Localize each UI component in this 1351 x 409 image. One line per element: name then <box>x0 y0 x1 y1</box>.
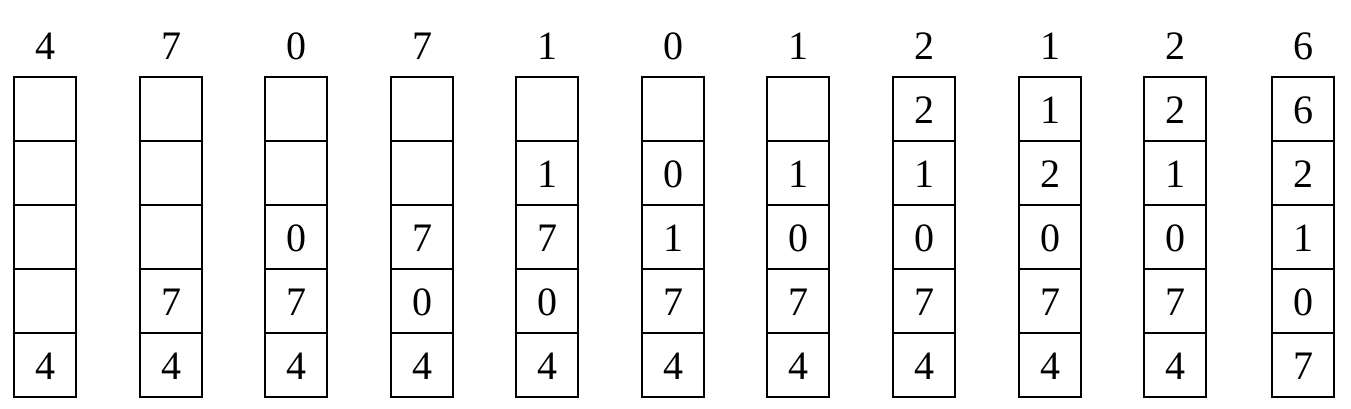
reference-label: 7 <box>161 23 181 68</box>
reference-label: 1 <box>1040 23 1060 68</box>
stack-cell: 1 <box>1273 204 1333 268</box>
stack-cell: 1 <box>768 140 828 204</box>
stack-cell: 7 <box>141 268 201 332</box>
stack-cell: 7 <box>266 268 326 332</box>
stack-cell <box>517 78 577 140</box>
stack-cell <box>141 204 201 268</box>
stack-cell: 4 <box>517 332 577 396</box>
reference-label: 6 <box>1293 23 1313 68</box>
reference-label: 0 <box>286 23 306 68</box>
stack-cell: 1 <box>517 140 577 204</box>
stack-cell: 2 <box>1165 87 1185 132</box>
reference-label: 0 <box>663 23 683 68</box>
stack-cell: 7 <box>517 204 577 268</box>
stack-cell: 1 <box>894 140 954 204</box>
stack-cell: 4 <box>894 332 954 396</box>
stack-cell: 2 <box>914 87 934 132</box>
stack-cell: 7 <box>768 268 828 332</box>
reference-label: 7 <box>412 23 432 68</box>
stack-cell <box>15 78 75 140</box>
stack-cell: 2 <box>1020 140 1080 204</box>
stack-cell: 4 <box>15 332 75 396</box>
stack-cell <box>141 78 201 140</box>
reference-label: 1 <box>537 23 557 68</box>
reference-label: 1 <box>788 23 808 68</box>
stack-cell: 2 <box>1273 140 1333 204</box>
stack-cell <box>768 78 828 140</box>
stack-cell: 0 <box>1273 268 1333 332</box>
stack-cell: 0 <box>266 204 326 268</box>
stack-cell: 4 <box>392 332 452 396</box>
stack-cell: 0 <box>768 204 828 268</box>
stack-cell: 6 <box>1293 87 1313 132</box>
stack-cell <box>392 140 452 204</box>
stack-cell <box>15 268 75 332</box>
stack-cell: 4 <box>1020 332 1080 396</box>
stack-cell: 1 <box>643 204 703 268</box>
stack-cell: 1 <box>1145 140 1205 204</box>
reference-label: 2 <box>914 23 934 68</box>
stack-cell: 7 <box>643 268 703 332</box>
stack-cell: 4 <box>768 332 828 396</box>
stack-box: 4 <box>13 76 77 398</box>
stack-cell: 0 <box>643 140 703 204</box>
stack-cell <box>15 204 75 268</box>
stack-cell: 7 <box>1145 268 1205 332</box>
stack-cell <box>392 78 452 140</box>
stack-cell <box>141 140 201 204</box>
stack-cell: 7 <box>392 204 452 268</box>
reference-label: 2 <box>1165 23 1185 68</box>
stack-cell: 7 <box>894 268 954 332</box>
stack-cell: 0 <box>517 268 577 332</box>
stack-cell: 4 <box>141 332 201 396</box>
stack-cell: 1 <box>1040 87 1060 132</box>
stack-cell <box>266 78 326 140</box>
stack-cell: 7 <box>1273 332 1333 396</box>
stack-cell <box>266 140 326 204</box>
stack-cell: 0 <box>1145 204 1205 268</box>
stack-cell: 0 <box>894 204 954 268</box>
stack-cell <box>15 140 75 204</box>
stack-cell: 0 <box>392 268 452 332</box>
stack-cell: 0 <box>1020 204 1080 268</box>
stack-cell <box>643 78 703 140</box>
stack-cell: 4 <box>266 332 326 396</box>
stack-cell: 7 <box>1020 268 1080 332</box>
reference-label: 4 <box>35 23 55 68</box>
stack-cell: 4 <box>1145 332 1205 396</box>
stack-cell: 4 <box>643 332 703 396</box>
